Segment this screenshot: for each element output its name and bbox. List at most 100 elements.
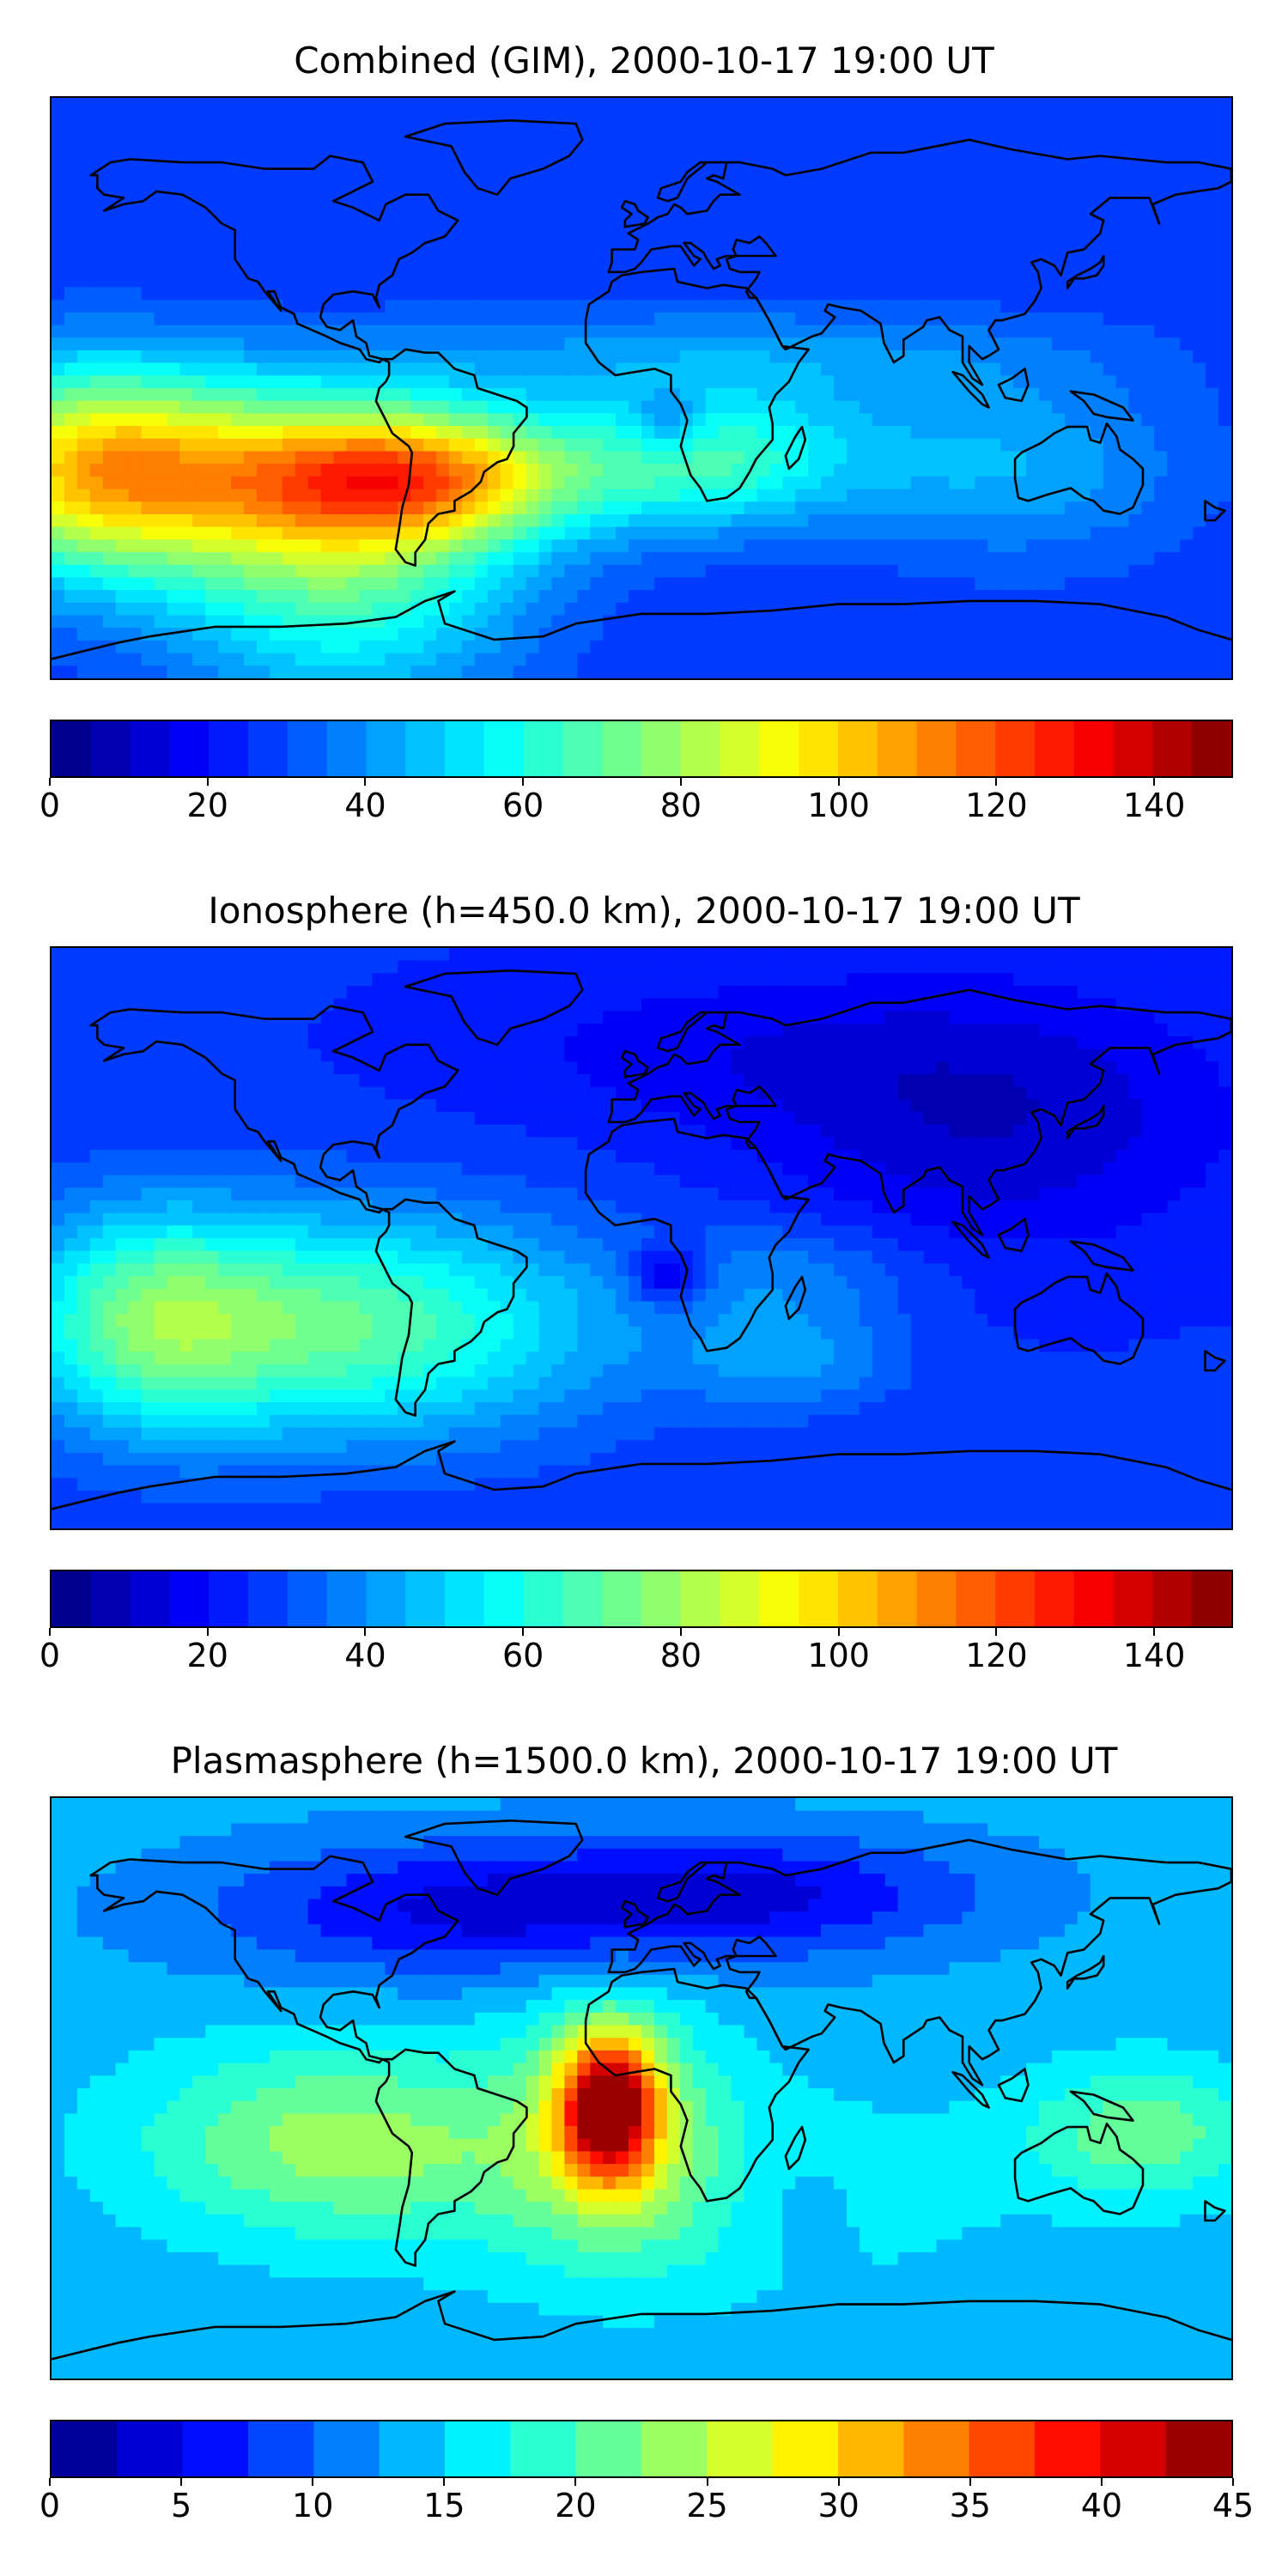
coast-eurasia xyxy=(607,988,1231,1236)
colorbar-tick-label: 20 xyxy=(186,1637,228,1674)
coast-australia xyxy=(1013,2123,1145,2215)
colorbar-tick-label: 140 xyxy=(1122,1637,1186,1674)
colorbar-level xyxy=(1113,1571,1153,1626)
colorbar-level xyxy=(1152,721,1193,776)
colorbar-ionosphere xyxy=(50,1570,1233,1628)
colorbar-level xyxy=(1113,721,1153,776)
tec-map-combined xyxy=(50,96,1233,680)
coast-africa xyxy=(584,267,810,502)
colorbar-tick xyxy=(679,778,682,786)
colorbar-level xyxy=(969,2421,1036,2476)
colorbar-tick xyxy=(837,778,840,786)
colorbar-level xyxy=(366,1571,406,1626)
colorbar-level xyxy=(248,721,289,776)
colorbar-tick-label: 30 xyxy=(817,2487,860,2524)
coast-new-zealand xyxy=(1204,2200,1226,2222)
colorbar-level xyxy=(707,2421,774,2476)
colorbar-level xyxy=(169,721,210,776)
colorbar-level xyxy=(877,1571,918,1626)
coast-new-zealand xyxy=(1204,500,1226,522)
colorbar-tick-label: 5 xyxy=(171,2487,192,2524)
colorbar-level xyxy=(90,1571,131,1626)
coast-japan xyxy=(1066,1104,1105,1139)
colorbar-level xyxy=(130,1571,170,1626)
colorbar-level xyxy=(117,2421,184,2476)
colorbar-tick-label: 35 xyxy=(949,2487,991,2524)
tec-map-plasmasphere xyxy=(50,1796,1233,2380)
colorbar-tick-label: 80 xyxy=(659,787,702,824)
colorbar-level xyxy=(956,721,996,776)
colorbar-tick xyxy=(364,1628,367,1636)
colorbar-level xyxy=(877,721,918,776)
coast-antarctica xyxy=(52,1440,1231,1510)
colorbar-level xyxy=(641,2421,708,2476)
coast-new-zealand xyxy=(1204,1350,1226,1372)
colorbar-tick-label: 20 xyxy=(186,787,228,824)
colorbar-tick xyxy=(837,1628,840,1636)
colorbar-level xyxy=(287,1571,328,1626)
coast-antarctica xyxy=(52,2290,1231,2360)
tec-map-ionosphere xyxy=(50,946,1233,1530)
colorbar-tick-label: 45 xyxy=(1212,2487,1255,2524)
colorbar-tick xyxy=(180,2478,183,2486)
colorbar-level xyxy=(209,721,249,776)
colorbar-tick xyxy=(206,1628,209,1636)
colorbar-level xyxy=(366,721,406,776)
coast-britain xyxy=(620,1049,649,1078)
coast-eurasia xyxy=(607,1838,1231,2087)
colorbar-tick xyxy=(574,2478,577,2486)
colorbar-level xyxy=(1035,2421,1101,2476)
coast-south-america xyxy=(374,348,528,567)
colorbar-tick-label: 25 xyxy=(686,2487,728,2524)
coast-greenland xyxy=(404,969,584,1046)
colorbar-level xyxy=(995,721,1036,776)
colorbar-level xyxy=(1073,1571,1115,1626)
colorbar-level xyxy=(995,1571,1036,1626)
coast-sumatra xyxy=(951,370,990,409)
coast-australia xyxy=(1013,1273,1145,1365)
colorbar-level xyxy=(1035,1571,1075,1626)
colorbar-level xyxy=(169,1571,210,1626)
colorbar-level xyxy=(759,1571,799,1626)
coast-eurasia xyxy=(607,138,1231,386)
colorbar-level xyxy=(641,1571,682,1626)
panel-title-combined: Combined (GIM), 2000-10-17 19:00 UT xyxy=(294,39,994,82)
colorbar-tick xyxy=(522,778,525,786)
coast-madagascar xyxy=(784,1275,807,1321)
colorbar-level xyxy=(720,721,760,776)
colorbar-level xyxy=(90,721,131,776)
panel-title-plasmasphere: Plasmasphere (h=1500.0 km), 2000-10-17 1… xyxy=(170,1740,1118,1782)
colorbar-tick xyxy=(49,778,51,786)
coast-africa xyxy=(584,1117,810,1352)
colorbar-level xyxy=(483,1571,525,1626)
colorbar-level xyxy=(182,2421,249,2476)
colorbar-tick xyxy=(49,1628,51,1636)
colorbar-level xyxy=(680,721,721,776)
colorbar-level xyxy=(287,721,328,776)
colorbar-level xyxy=(720,1571,760,1626)
coast-britain xyxy=(620,1899,649,1929)
colorbar-tick-label: 100 xyxy=(807,1637,870,1674)
colorbar-level xyxy=(1035,721,1075,776)
colorbar-tick xyxy=(679,1628,682,1636)
colorbar-combined xyxy=(50,720,1233,778)
colorbar-level xyxy=(405,721,446,776)
colorbar-tick-label: 120 xyxy=(965,787,1028,824)
colorbar-level xyxy=(1073,721,1115,776)
colorbar-tick-label: 40 xyxy=(344,787,386,824)
colorbar-level xyxy=(562,721,603,776)
colorbar-tick xyxy=(443,2478,446,2486)
colorbar-tick-label: 140 xyxy=(1122,787,1186,824)
colorbar-level xyxy=(799,1571,839,1626)
coast-madagascar xyxy=(784,2125,807,2171)
colorbar-level xyxy=(759,721,799,776)
coast-japan xyxy=(1066,254,1105,289)
colorbar-tick xyxy=(1100,2478,1103,2486)
colorbar-level xyxy=(209,1571,249,1626)
colorbar-level xyxy=(575,2421,642,2476)
colorbar-tick xyxy=(1153,1628,1156,1636)
colorbar-tick xyxy=(312,2478,314,2486)
colorbar-tick-label: 15 xyxy=(423,2487,465,2524)
colorbar-tick xyxy=(1153,778,1156,786)
colorbar-tick-label: 60 xyxy=(502,1637,544,1674)
